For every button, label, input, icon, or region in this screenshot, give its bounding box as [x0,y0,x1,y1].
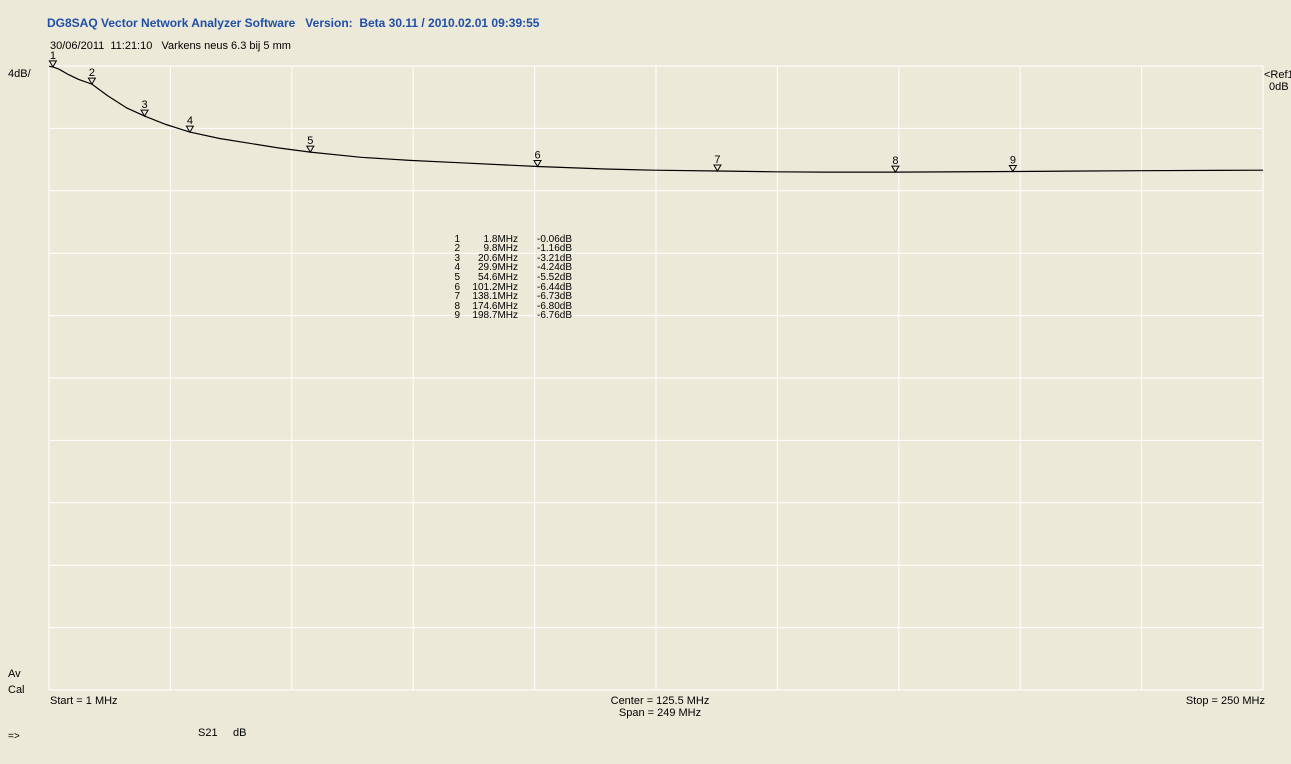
marker-number-label: 9 [1010,154,1016,166]
marker-row: 4 29.9MHz -4.24dB [440,254,572,273]
marker-row: 8 174.6MHz -6.80dB [440,292,572,311]
marker-frequency: 138.1MHz [472,291,518,303]
marker-triangle [185,125,195,134]
marker-readout-table: 1 1.8MHz -0.06dB 2 9.8MHz -1.16dB 3 20.6MHz -3… [440,225,572,321]
scale-label: 4dB/ [8,68,31,80]
marker-index: 6 [454,281,460,293]
trace-unit-label: dB [233,727,247,739]
marker-triangle [305,145,315,154]
marker-row: 5 54.6MHz -5.52dB [440,263,572,283]
marker-triangle [891,165,900,174]
marker-number-label: 3 [141,99,147,111]
marker-value: -6.80dB [537,300,573,312]
marker-frequency: 198.7MHz [472,310,518,322]
marker-number-label: 6 [534,149,540,161]
marker-index: 4 [454,262,460,274]
marker-triangle [140,109,149,118]
marker-number-label: 8 [892,155,898,167]
marker-row: 6 101.2MHz -6.44dB [440,273,572,292]
marker-number-label: 7 [714,154,720,166]
marker-number-label: 5 [307,135,313,147]
marker-index: 3 [454,252,460,264]
marker-index: 7 [454,291,460,303]
marker-row: 1 1.8MHz -0.06dB [440,225,572,244]
marker-index: 8 [454,300,460,312]
marker-value: -4.24dB [537,262,573,274]
marker-frequency: 54.6MHz [477,271,518,283]
marker-frequency: 1.8MHz [483,233,518,245]
marker-value: -5.52dB [537,271,573,283]
average-indicator: Av [8,668,21,680]
start-frequency-label: Start = 1 MHz [50,695,118,707]
marker-number-label: 1 [50,50,56,62]
marker-number-label: 4 [187,115,193,127]
marker-frequency: 29.9MHz [477,262,518,274]
marker-row: 3 20.6MHz -3.21dB [440,244,572,263]
ref-value: 0dB [1269,81,1289,93]
marker-triangle [533,159,542,168]
stop-frequency-label: Stop = 250 MHz [1185,695,1265,707]
marker-frequency: 174.6MHz [472,300,518,312]
marker-row: 2 9.8MHz -1.16dB [440,235,572,254]
marker-row: 9 198.7MHz -6.76dB [440,302,572,321]
marker-index: 9 [454,310,460,322]
marker-value: -3.21dB [537,252,573,264]
marker-triangle [713,164,722,172]
marker-index: 1 [454,233,460,245]
marker-value: -6.44dB [537,281,573,293]
marker-index: 5 [454,271,460,283]
marker-frequency: 9.8MHz [483,243,518,255]
measurement-subtitle: 30/06/2011 11:21:10 Varkens neus 6.3 bij… [50,40,291,52]
center-frequency-label: Center = 125.5 MHz [610,695,710,707]
active-trace-arrow: => [8,731,20,742]
ref-label: <Ref1 [1264,69,1291,81]
marker-value: -6.76dB [537,310,573,322]
marker-index: 2 [454,243,460,255]
marker-triangle [48,60,58,68]
marker-value: -1.16dB [537,243,573,255]
marker-frequency: 20.6MHz [477,252,518,264]
calibration-indicator: Cal [8,684,25,696]
app-title: DG8SAQ Vector Network Analyzer Software … [47,16,540,30]
marker-triangle [1008,164,1018,173]
marker-value: -0.06dB [537,233,573,245]
trace-parameter-label: S21 [198,727,218,739]
marker-number-label: 2 [89,67,95,79]
marker-value: -6.73dB [537,291,573,303]
marker-row: 7 138.1MHz -6.73dB [440,283,572,302]
marker-frequency: 101.2MHz [472,281,518,293]
span-label: Span = 249 MHz [618,707,702,719]
marker-triangle [87,77,97,86]
